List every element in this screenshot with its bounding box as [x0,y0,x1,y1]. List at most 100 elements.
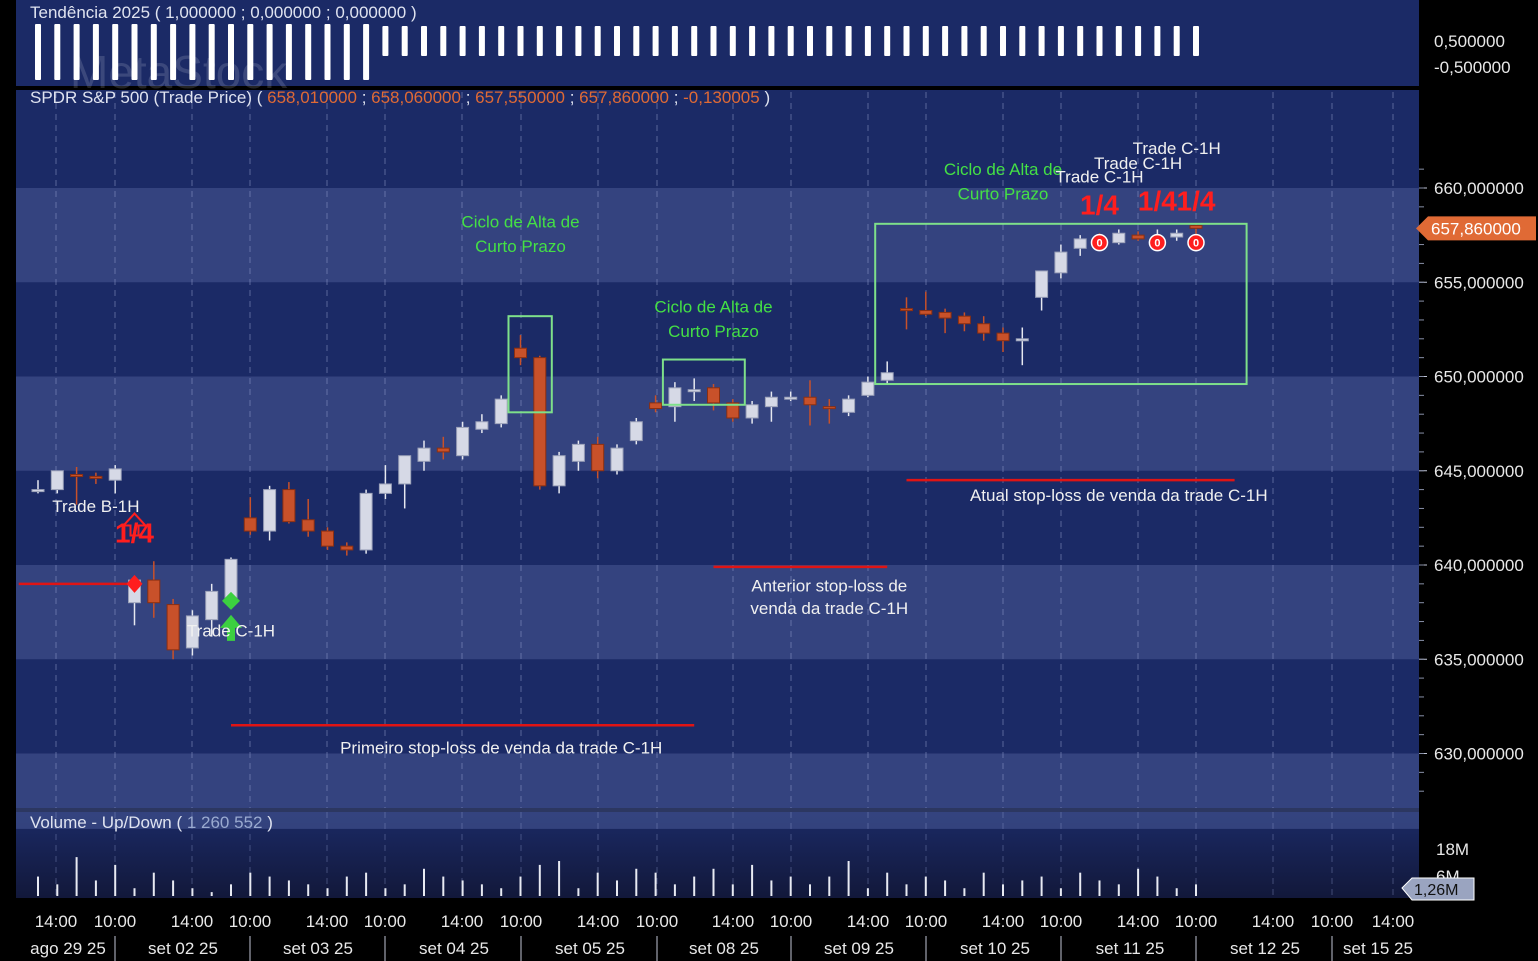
trend-bar-1 [54,24,61,80]
candle-body-22 [456,426,470,457]
candle-body-20 [417,447,431,462]
trend-bar-56 [1115,26,1122,56]
trend-bar-31 [633,26,640,56]
price-tick-label-6: 630,000000 [1434,745,1524,764]
trend-bar-50 [1000,26,1006,56]
trend-bar-10 [228,24,234,80]
candle-body-35 [707,387,720,404]
x-time-label-1: 10:00 [94,912,137,931]
x-time-label-12: 14:00 [847,912,890,931]
trend-bar-38 [768,26,775,56]
trend-bar-2 [73,24,80,80]
annotation-10: Trade C-1H [1133,139,1221,158]
candle-body-40 [803,396,817,406]
exit-marker-1 [1148,233,1167,252]
trend-bar-40 [807,26,813,56]
candle-body-43 [861,381,875,396]
trend-bar-44 [884,26,891,56]
trend-bar-43 [864,26,871,56]
trend-bar-13 [285,24,292,80]
trend-bar-59 [1173,26,1180,56]
trend-bar-49 [980,26,987,56]
trend-bar-23 [478,26,485,56]
annotation-1: Curto Prazo [475,237,566,256]
candle-body-45 [900,308,913,312]
candle-body-56 [1112,232,1126,244]
trend-tick-label-0: 0,500000 [1434,32,1505,51]
x-time-label-8: 14:00 [577,912,620,931]
trend-bar-9 [208,24,215,80]
price-tick-label-1: 655,000000 [1434,273,1524,292]
trend-bar-29 [594,26,601,56]
trend-bar-53 [1057,26,1064,56]
trend-header-name: Tendência 2025 [30,3,151,22]
trend-bar-57 [1135,26,1142,56]
right-axis-area [1419,0,1538,961]
candle-body-38 [764,396,778,408]
annotation-15: 1/4 [115,517,154,548]
trend-bar-7 [170,24,177,80]
annotation-0: Ciclo de Alta de [461,213,579,232]
candle-body-28 [571,443,585,462]
trend-bar-52 [1038,26,1045,56]
candle-body-16 [340,545,354,551]
trend-header-value-1: 1,000000 [165,3,237,22]
x-date-label-3: set 04 25 [419,939,489,958]
candle-body-42 [842,398,856,413]
candle-body-15 [321,530,334,547]
last-price-label: 657,860000 [1431,219,1521,238]
candle-body-1 [50,470,64,491]
candle-body-36 [726,402,740,419]
x-time-label-14: 14:00 [982,912,1025,931]
candle-body-12 [263,489,277,532]
candle-body-24 [494,398,508,425]
trend-bar-32 [652,26,659,56]
x-time-label-3: 10:00 [229,912,272,931]
trend-bar-16 [343,24,350,80]
trend-bar-45 [903,26,910,56]
x-time-label-13: 10:00 [905,912,948,931]
trend-bar-14 [305,24,312,80]
trend-bar-12 [266,24,273,80]
buy-arrow-icon [220,614,242,641]
exit-marker-0 [1090,233,1109,252]
price-tick-label-4: 640,000000 [1434,556,1524,575]
candle-body-44 [880,372,894,381]
x-date-label-8: set 11 25 [1096,939,1165,958]
trend-bar-18 [382,26,389,56]
trend-bar-0 [35,24,41,80]
x-time-label-0: 14:00 [35,912,78,931]
candle-body-51 [1015,338,1029,342]
candle-body-17 [359,492,373,551]
annotation-2: Ciclo de Alta de [654,297,772,316]
candle-body-0 [31,489,45,493]
trend-bar-51 [1019,26,1026,56]
annotation-7: Trade C-1H [187,622,275,641]
x-date-label-5: set 08 25 [689,939,759,958]
annotation-3: Curto Prazo [668,322,759,341]
volume-header-name: Volume - Up/Down [30,813,172,832]
trend-bar-30 [614,26,620,56]
x-time-label-10: 14:00 [712,912,755,931]
annotation-14: Atual stop-loss de venda da trade C-1H [970,486,1268,505]
trend-bar-28 [575,26,582,56]
trend-header-value-3: 0,000000 [335,3,407,22]
buy-diamond-marker [222,591,240,610]
price-high: 658,060000 [371,88,461,107]
candle-body-11 [243,517,257,532]
candle-body-47 [938,311,952,319]
price-open: 658,010000 [267,88,357,107]
candle-body-23 [475,421,489,430]
x-time-label-17: 10:00 [1175,912,1218,931]
price-header: SPDR S&P 500 (Trade Price) ( 658,010000 … [30,88,771,107]
annotation-8: Trade C-1H [1055,167,1143,186]
x-date-label-2: set 03 25 [283,939,353,958]
candle-body-13 [282,489,296,523]
x-time-label-11: 10:00 [770,912,813,931]
candle-body-9 [205,590,219,621]
candle-body-50 [996,332,1010,342]
x-time-label-9: 10:00 [636,912,679,931]
cycle-box-2 [874,222,1248,386]
x-time-label-15: 10:00 [1040,912,1083,931]
